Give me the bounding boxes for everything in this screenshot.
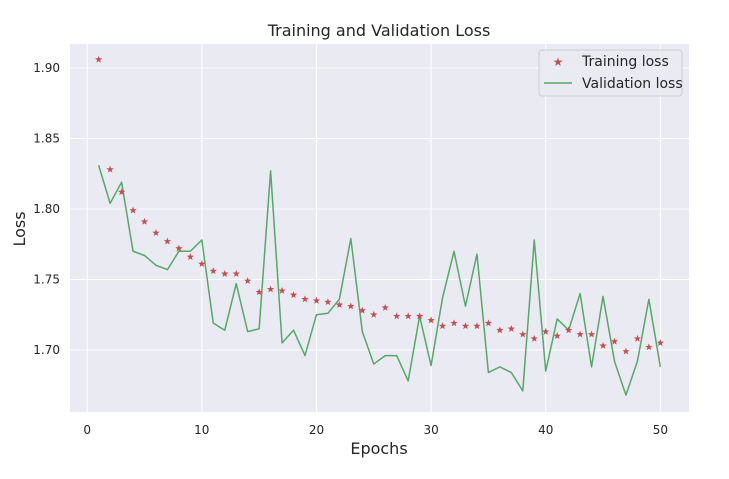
training-loss-point <box>393 312 401 320</box>
training-loss-point <box>198 260 206 268</box>
training-loss-point <box>358 306 366 314</box>
y-tick-label: 1.70 <box>33 343 60 357</box>
x-ticks: 0 10 20 30 40 50 <box>83 423 668 437</box>
x-tick-label: 10 <box>194 423 209 437</box>
training-loss-point <box>565 326 573 334</box>
y-tick-label: 1.80 <box>33 202 60 216</box>
legend-box <box>538 49 683 97</box>
training-loss-point <box>530 334 538 342</box>
training-loss-point <box>232 270 240 277</box>
x-tick-label: 40 <box>538 423 553 437</box>
training-loss-point <box>289 291 298 299</box>
legend-label-validation: Validation loss <box>582 76 683 92</box>
training-loss-point <box>255 288 263 296</box>
training-loss-point <box>266 285 275 293</box>
training-loss-point <box>335 301 343 308</box>
training-loss-point <box>599 341 607 349</box>
training-loss-point <box>370 310 378 318</box>
legend-label-training: Training loss <box>581 54 669 70</box>
training-loss-point <box>576 330 584 338</box>
y-tick-label: 1.75 <box>33 272 60 286</box>
training-loss-point <box>186 253 194 260</box>
training-loss-point <box>484 319 493 327</box>
training-loss-point <box>404 312 412 320</box>
training-loss-point <box>175 244 183 252</box>
training-loss-point <box>106 165 114 173</box>
y-axis-label: Loss <box>10 211 29 246</box>
training-loss-point <box>610 337 619 345</box>
training-loss-point <box>117 188 126 196</box>
y-tick-label: 1.90 <box>33 61 60 75</box>
training-loss-point <box>553 332 561 339</box>
training-loss-point <box>301 295 309 303</box>
training-loss-point <box>163 237 172 245</box>
validation-loss-line <box>97 165 662 396</box>
training-loss-point <box>507 325 515 332</box>
legend: ★ Training loss Validation loss <box>538 49 683 97</box>
training-loss-point <box>656 339 664 346</box>
x-tick-label: 0 <box>83 423 91 437</box>
training-loss-point <box>496 326 504 334</box>
x-tick-label: 20 <box>309 423 324 437</box>
training-loss-point <box>312 296 321 304</box>
training-loss-point <box>152 229 160 237</box>
training-loss-point <box>473 322 481 330</box>
training-loss-point <box>633 334 642 342</box>
training-loss-point <box>645 343 653 351</box>
training-loss-point <box>381 303 389 311</box>
grid-lines <box>70 44 689 412</box>
training-loss-point <box>244 277 252 284</box>
training-loss-point <box>587 330 596 338</box>
training-loss-point <box>427 316 435 324</box>
training-loss-point <box>324 298 332 306</box>
training-loss-point <box>438 322 447 330</box>
chart-title: Training and Validation Loss <box>267 21 491 40</box>
y-ticks: 1.70 1.75 1.80 1.85 1.90 <box>33 61 60 357</box>
x-tick-label: 50 <box>653 423 668 437</box>
x-axis-label: Epochs <box>350 439 407 458</box>
training-loss-point <box>140 217 149 225</box>
plot-background <box>70 44 689 412</box>
training-loss-point <box>542 327 550 335</box>
training-loss-point <box>221 270 229 277</box>
training-loss-point <box>347 302 355 310</box>
training-loss-point <box>278 286 286 294</box>
training-loss-point <box>461 322 470 330</box>
training-loss-point <box>622 347 630 355</box>
training-loss-point <box>95 55 103 63</box>
validation-loss-series <box>97 165 662 396</box>
training-loss-point <box>450 319 458 327</box>
training-loss-point <box>519 330 527 338</box>
training-loss-point <box>416 312 424 320</box>
training-loss-point <box>209 267 217 275</box>
training-loss-series <box>95 55 664 355</box>
x-tick-label: 30 <box>423 423 438 437</box>
y-tick-label: 1.85 <box>33 131 60 145</box>
legend-marker-training: ★ <box>553 55 564 69</box>
training-loss-point <box>129 206 137 214</box>
